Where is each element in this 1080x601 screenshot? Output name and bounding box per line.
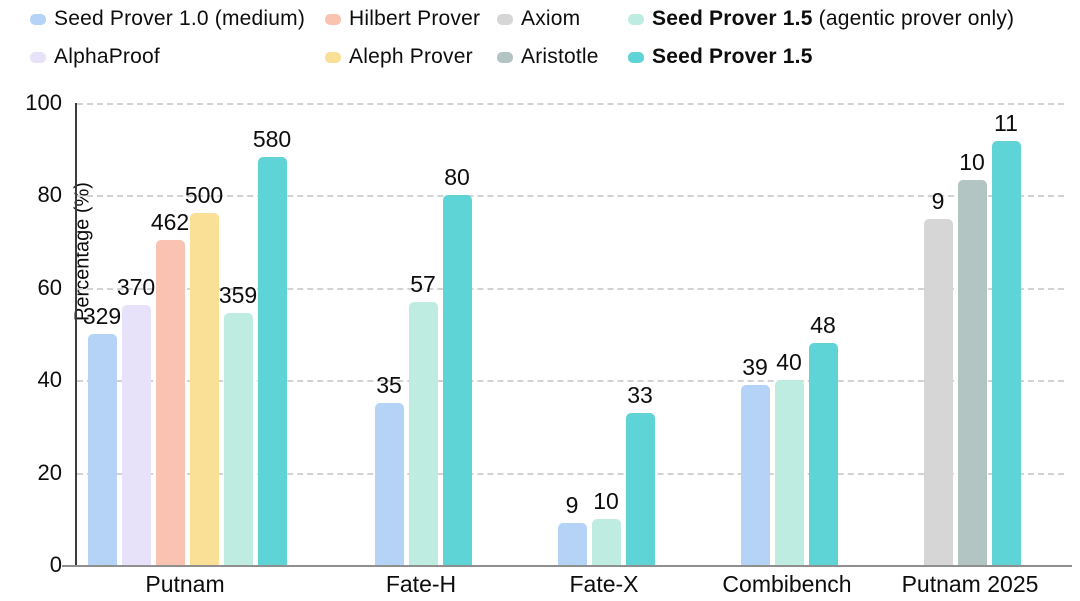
grid-line-60 xyxy=(77,287,1064,290)
y-tick-label-0: 0 xyxy=(49,552,62,577)
bar-value-label: 40 xyxy=(776,349,802,376)
bar-value-label: 35 xyxy=(376,372,402,399)
bar-value-label: 370 xyxy=(116,273,156,300)
bar-axiom-putnam-2025 xyxy=(923,218,953,565)
legend-label: Seed Prover 1.5 (agentic prover only) xyxy=(652,7,1015,30)
legend-label: Aleph Prover xyxy=(349,45,473,68)
legend-item-seed_prover_15: Seed Prover 1.5 xyxy=(628,44,813,70)
y-tick-label-60: 60 xyxy=(37,274,62,300)
legend-label: Axiom xyxy=(521,7,581,30)
legend-item-axiom: Axiom xyxy=(497,6,580,32)
bar-seed_prover_10-combibench xyxy=(740,384,770,565)
chart-legend: Seed Prover 1.0 (medium) Hilbert Prover Ax… xyxy=(0,0,1080,84)
bar-value-label: 10 xyxy=(959,149,985,176)
bar-value-label: 9 xyxy=(565,492,579,519)
bar-aleph_prover-putnam xyxy=(189,213,219,565)
legend-swatch-icon xyxy=(628,13,644,25)
bar-value-label: 33 xyxy=(627,381,653,408)
legend-swatch-icon xyxy=(628,51,644,63)
bar-value-label: 580 xyxy=(252,126,292,153)
legend-swatch-icon xyxy=(30,51,46,63)
legend-item-alphaproof: AlphaProof xyxy=(30,44,160,70)
bar-alphaproof-putnam xyxy=(121,304,151,565)
grid-line-40 xyxy=(77,380,1064,383)
bar-hilbert_prover-putnam xyxy=(155,240,185,565)
y-tick-label-100: 100 xyxy=(25,90,62,115)
x-tick-label-putnam: Putnam xyxy=(145,571,225,597)
bar-aristotle-putnam-2025 xyxy=(957,180,987,565)
y-tick-label-20: 20 xyxy=(37,459,62,485)
bar-value-label: 80 xyxy=(444,164,470,191)
bar-value-label: 57 xyxy=(410,270,436,297)
bar-seed_prover_15_agentic-fate-h xyxy=(408,301,438,565)
bar-seed_prover_10-fate-h xyxy=(374,403,404,565)
legend-label: Hilbert Prover xyxy=(349,7,481,30)
bar-value-label: 500 xyxy=(184,182,224,209)
x-tick-label-fate-h: Fate-H xyxy=(385,571,457,597)
bar-value-label: 329 xyxy=(82,302,122,329)
bar-seed_prover_15_agentic-fate-x xyxy=(591,518,621,565)
grid-line-100 xyxy=(77,103,1064,105)
legend-item-aleph_prover: Aleph Prover xyxy=(325,44,473,70)
bar-seed_prover_15-fate-h xyxy=(442,195,472,565)
bar-value-label: 359 xyxy=(218,281,258,308)
legend-item-seed_prover_10: Seed Prover 1.0 (medium) xyxy=(30,6,305,32)
bar-value-label: 10 xyxy=(593,487,619,514)
x-tick-label-combibench: Combibench xyxy=(722,571,852,597)
bar-seed_prover_15_agentic-putnam xyxy=(223,312,253,565)
bar-seed_prover_10-putnam xyxy=(87,333,117,565)
y-tick-label-80: 80 xyxy=(37,182,62,208)
legend-label: AlphaProof xyxy=(54,45,160,68)
plot-area: 329 370 462 500 359 580 35 57 80 9 10 33 39 40 48 9 10 11 xyxy=(75,103,1064,565)
x-tick-label-fate-x: Fate-X xyxy=(569,571,639,597)
grid-line-80 xyxy=(77,195,1064,198)
x-axis-line xyxy=(62,565,1072,567)
y-tick-label-40: 40 xyxy=(37,367,62,393)
bar-seed_prover_15-putnam xyxy=(257,157,287,565)
bar-value-label: 9 xyxy=(931,187,945,214)
legend-item-hilbert_prover: Hilbert Prover xyxy=(325,6,480,32)
legend-label: Seed Prover 1.5 xyxy=(652,45,813,68)
grid-line-20 xyxy=(77,472,1064,475)
legend-swatch-icon xyxy=(497,13,513,25)
bar-value-label: 11 xyxy=(994,110,1018,137)
legend-swatch-icon xyxy=(325,13,341,25)
legend-swatch-icon xyxy=(497,51,513,63)
legend-item-seed_prover_15_agentic: Seed Prover 1.5 (agentic prover only) xyxy=(628,6,1014,32)
bar-seed_prover_15-putnam-2025 xyxy=(991,141,1021,565)
bar-seed_prover_15_agentic-combibench xyxy=(774,380,804,565)
legend-label: Aristotle xyxy=(521,45,599,68)
bar-seed_prover_15-combibench xyxy=(808,343,838,565)
legend-swatch-icon xyxy=(30,13,46,25)
legend-swatch-icon xyxy=(325,51,341,63)
bar-value-label: 48 xyxy=(810,312,836,339)
bar-value-label: 39 xyxy=(742,353,768,380)
bar-seed_prover_10-fate-x xyxy=(557,523,587,565)
x-tick-label-putnam-2025: Putnam 2025 xyxy=(901,571,1039,597)
legend-item-aristotle: Aristotle xyxy=(497,44,599,70)
bar-value-label: 462 xyxy=(150,209,190,236)
bar-seed_prover_15-fate-x xyxy=(625,412,655,565)
legend-label: Seed Prover 1.0 (medium) xyxy=(54,7,306,30)
